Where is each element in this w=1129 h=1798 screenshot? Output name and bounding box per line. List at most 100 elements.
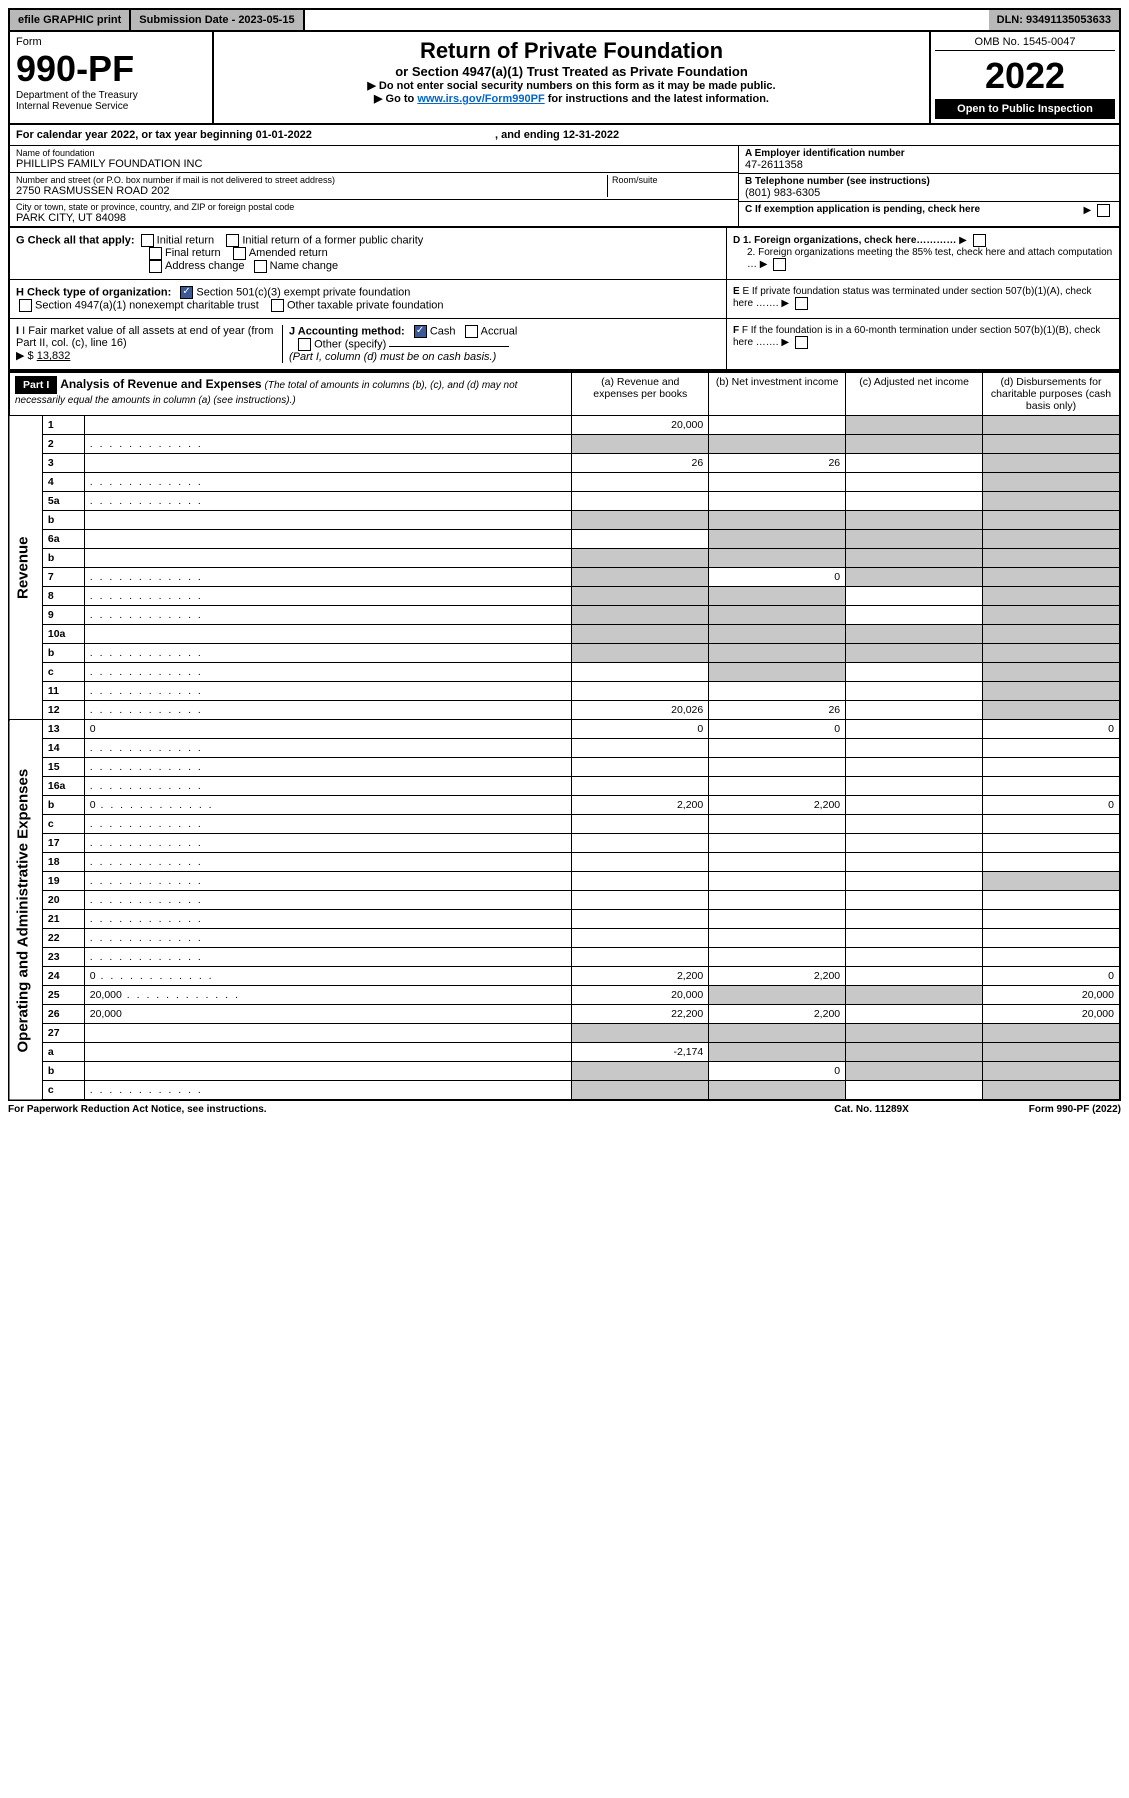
cb-accrual[interactable] [465,325,478,338]
f-label: F If the foundation is in a 60-month ter… [733,325,1100,348]
line-desc [84,549,572,568]
cb-other-method[interactable] [298,338,311,351]
amount-cell [983,511,1120,530]
amount-cell [572,815,709,834]
h-opt3: Other taxable private foundation [287,299,444,311]
cb-d2[interactable] [773,258,786,271]
amount-cell [846,1081,983,1101]
entity-left: Name of foundation PHILLIPS FAMILY FOUND… [10,146,739,226]
line-desc [84,948,572,967]
amount-cell [572,606,709,625]
cb-d1[interactable] [973,234,986,247]
addr-row: Number and street (or P.O. box number if… [10,173,738,200]
amount-cell [709,663,846,682]
line-desc [84,777,572,796]
amount-cell: 0 [983,796,1120,815]
cb-501c3[interactable] [180,286,193,299]
c-row: C If exemption application is pending, c… [739,202,1119,217]
f-right: F F If the foundation is in a 60-month t… [727,319,1119,369]
cal-year-ending: , and ending 12-31-2022 [495,129,619,141]
amount-cell [709,948,846,967]
cb-final[interactable] [149,247,162,260]
table-row: 20 [9,891,1120,910]
amount-cell [983,739,1120,758]
expenses-side-label: Operating and Administrative Expenses [9,720,42,1101]
line-desc [84,834,572,853]
amount-cell [709,834,846,853]
amount-cell [572,929,709,948]
table-row: 2402,2002,2000 [9,967,1120,986]
line-desc [84,739,572,758]
table-row: 23 [9,948,1120,967]
amount-cell [572,644,709,663]
cb-amended[interactable] [233,247,246,260]
form-subtitle: or Section 4947(a)(1) Trust Treated as P… [220,64,923,79]
line-number: 5a [42,492,84,511]
line-number: 6a [42,530,84,549]
line-number: 18 [42,853,84,872]
ein-label: A Employer identification number [745,148,1113,159]
amount-cell [983,891,1120,910]
revenue-side-label: Revenue [9,416,42,720]
g-initial-pub: Initial return of a former public charit… [242,234,423,246]
amount-cell [572,492,709,511]
cb-4947[interactable] [19,299,32,312]
cb-name-change[interactable] [254,260,267,273]
amount-cell [572,948,709,967]
cb-cash[interactable] [414,325,427,338]
table-row: b02,2002,2000 [9,796,1120,815]
amount-cell [846,815,983,834]
line-number: 17 [42,834,84,853]
line-desc [84,435,572,454]
amount-cell [983,549,1120,568]
amount-cell [983,530,1120,549]
amount-cell: 0 [709,1062,846,1081]
amount-cell [846,853,983,872]
h-row: H Check type of organization: Section 50… [8,280,1121,319]
amount-cell [572,682,709,701]
amount-cell [983,1043,1120,1062]
cb-other-tax[interactable] [271,299,284,312]
amount-cell [709,644,846,663]
line-desc [84,625,572,644]
amount-cell [572,758,709,777]
amount-cell [709,473,846,492]
cb-addr-change[interactable] [149,260,162,273]
line-desc [84,815,572,834]
line-desc [84,1043,572,1062]
line-desc [84,587,572,606]
amount-cell [846,644,983,663]
amount-cell [983,777,1120,796]
table-row: 16a [9,777,1120,796]
amount-cell [846,758,983,777]
c-checkbox[interactable] [1097,204,1110,217]
amount-cell [709,986,846,1005]
amount-cell [572,549,709,568]
amount-cell [846,473,983,492]
amount-cell: 20,000 [572,986,709,1005]
part1-header-row: Part I Analysis of Revenue and Expenses … [9,372,1120,416]
amount-cell [846,492,983,511]
amount-cell [709,891,846,910]
table-row: 70 [9,568,1120,587]
line-number: 23 [42,948,84,967]
cb-f[interactable] [795,336,808,349]
table-row: 10a [9,625,1120,644]
name-label: Name of foundation [16,148,732,158]
irs-link[interactable]: www.irs.gov/Form990PF [417,93,544,105]
cb-initial[interactable] [141,234,154,247]
line-desc [84,853,572,872]
line-number: b [42,796,84,815]
amount-cell [572,834,709,853]
cb-e[interactable] [795,297,808,310]
amount-cell [983,815,1120,834]
cb-initial-pub[interactable] [226,234,239,247]
amount-cell [846,530,983,549]
amount-cell [983,1024,1120,1043]
line-desc: 0 [84,796,572,815]
amount-cell [983,454,1120,473]
table-row: Operating and Administrative Expenses130… [9,720,1120,739]
amount-cell [709,530,846,549]
amount-cell [709,435,846,454]
amount-cell [572,777,709,796]
